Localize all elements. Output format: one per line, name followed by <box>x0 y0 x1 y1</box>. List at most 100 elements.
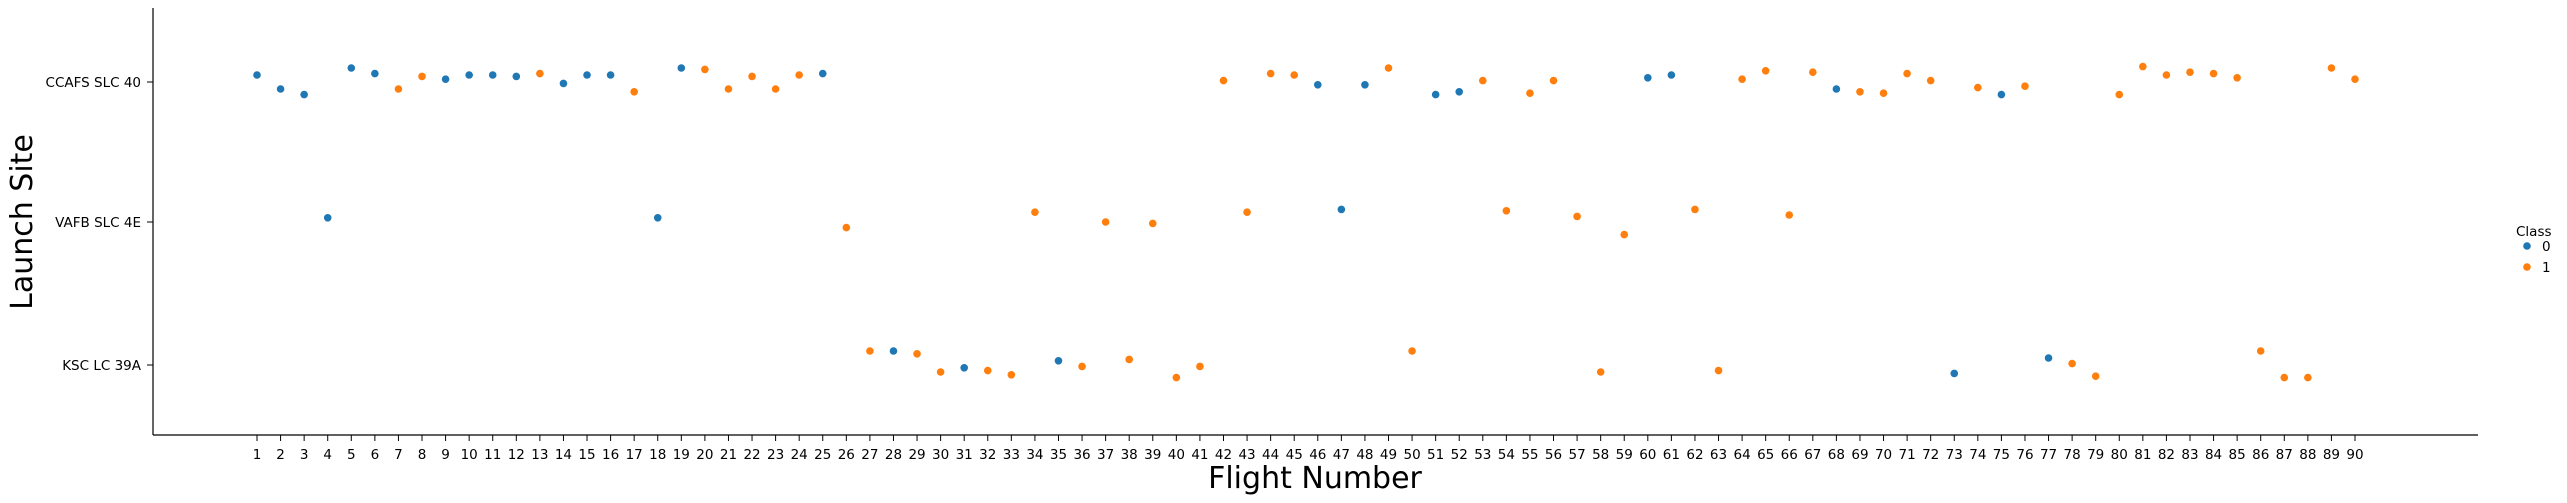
data-point-class-0 <box>1997 90 2006 99</box>
x-tick-label: 50 <box>1403 447 1420 463</box>
x-tick-label: 83 <box>2181 447 2198 463</box>
data-point-class-0 <box>677 64 686 72</box>
x-tick-label: 72 <box>1922 447 1939 463</box>
data-point-class-1 <box>1502 207 1511 215</box>
x-tick-label: 33 <box>1003 447 1020 463</box>
data-point-class-0 <box>2044 354 2053 362</box>
data-point-class-1 <box>1125 355 1134 364</box>
data-point-class-1 <box>2233 74 2241 82</box>
data-point-class-1 <box>2021 82 2029 90</box>
data-points <box>253 62 2359 382</box>
x-tick-label: 17 <box>626 447 643 463</box>
data-point-class-1 <box>1148 219 1157 228</box>
x-tick-label: 40 <box>1168 447 1185 463</box>
x-tick-label: 80 <box>2111 447 2128 463</box>
x-tick-label: 41 <box>1191 447 1208 463</box>
x-tick-label: 8 <box>418 447 427 463</box>
x-axis-label: Flight Number <box>1208 461 1422 496</box>
x-tick-label: 1 <box>253 447 262 463</box>
x-tick-label: 13 <box>531 447 548 463</box>
data-point-class-1 <box>1549 76 1558 85</box>
data-point-class-0 <box>253 71 261 79</box>
data-point-class-0 <box>323 214 332 222</box>
data-point-class-1 <box>983 366 992 375</box>
data-point-class-1 <box>1620 230 1629 239</box>
x-tick-label: 10 <box>461 447 478 463</box>
x-tick-label: 7 <box>394 447 403 463</box>
x-tick-label: 52 <box>1451 447 1468 463</box>
y-tick-label: CCAFS SLC 40 <box>46 75 141 91</box>
x-tick-label: 78 <box>2064 447 2081 463</box>
x-tick-label: 39 <box>1144 447 1161 463</box>
legend-marker-class-1 <box>2523 263 2531 271</box>
data-point-class-1 <box>1856 88 1864 96</box>
x-tick-label: 62 <box>1686 447 1703 463</box>
x-tick-label: 5 <box>347 447 356 463</box>
legend-label: 0 <box>2542 239 2551 255</box>
data-point-class-1 <box>1243 208 1251 216</box>
data-point-class-1 <box>2139 62 2147 71</box>
x-tick-label: 18 <box>649 447 666 463</box>
x-tick-label: 29 <box>908 447 925 463</box>
data-point-class-1 <box>1290 71 1299 79</box>
x-tick-label: 37 <box>1097 447 1114 463</box>
data-point-class-1 <box>1172 373 1181 382</box>
data-point-class-0 <box>606 71 615 79</box>
data-point-class-1 <box>842 223 851 232</box>
x-tick-label: 59 <box>1616 447 1633 463</box>
data-point-class-1 <box>536 69 544 78</box>
data-point-class-1 <box>2091 372 2100 381</box>
data-point-class-1 <box>913 350 921 358</box>
x-tick-label: 12 <box>508 447 525 463</box>
x-tick-label: 66 <box>1781 447 1798 463</box>
x-tick-label: 82 <box>2158 447 2175 463</box>
y-ticks: CCAFS SLC 40 VAFB SLC 4E KSC LC 39A <box>46 75 153 374</box>
x-tick-label: 16 <box>602 447 619 463</box>
x-tick-label: 4 <box>323 447 332 463</box>
data-point-class-1 <box>1573 212 1581 221</box>
x-tick-label: 24 <box>791 447 808 463</box>
data-point-class-0 <box>347 64 356 72</box>
x-tick-label: 45 <box>1286 447 1303 463</box>
data-point-class-1 <box>2115 90 2124 99</box>
data-point-class-0 <box>276 85 285 93</box>
x-tick-label: 32 <box>979 447 996 463</box>
data-point-class-1 <box>418 72 426 81</box>
data-point-class-0 <box>1667 71 1676 79</box>
x-tick-label: 11 <box>484 447 501 463</box>
data-point-class-1 <box>1761 67 1770 75</box>
data-point-class-1 <box>1809 68 1817 76</box>
data-point-class-1 <box>1596 368 1605 376</box>
data-point-class-1 <box>1196 362 1204 371</box>
x-tick-label: 35 <box>1050 447 1067 463</box>
data-point-class-0 <box>1313 81 1322 89</box>
x-tick-label: 23 <box>767 447 784 463</box>
data-point-class-1 <box>866 347 874 355</box>
data-point-class-0 <box>960 364 968 372</box>
x-tick-label: 71 <box>1899 447 1916 463</box>
x-tick-label: 22 <box>743 447 760 463</box>
y-tick-label: VAFB SLC 4E <box>55 215 141 231</box>
data-point-class-1 <box>1691 205 1699 214</box>
x-tick-label: 74 <box>1969 447 1986 463</box>
data-point-class-1 <box>1478 76 1487 85</box>
x-tick-label: 85 <box>2229 447 2246 463</box>
data-point-class-1 <box>936 368 945 376</box>
data-point-class-1 <box>1101 218 1110 226</box>
x-tick-label: 70 <box>1875 447 1892 463</box>
data-point-class-1 <box>2162 71 2171 79</box>
data-point-class-0 <box>583 71 591 79</box>
data-point-class-1 <box>1031 208 1039 216</box>
x-tick-label: 14 <box>555 447 572 463</box>
data-point-class-1 <box>2304 373 2312 382</box>
data-point-class-1 <box>1738 75 1746 83</box>
data-point-class-1 <box>2280 373 2289 382</box>
x-tick-label: 28 <box>885 447 902 463</box>
x-tick-label: 26 <box>838 447 855 463</box>
x-tick-label: 48 <box>1356 447 1373 463</box>
x-tick-label: 55 <box>1521 447 1538 463</box>
y-axis-label: Launch Site <box>5 134 40 310</box>
x-tick-label: 69 <box>1851 447 1868 463</box>
data-point-class-1 <box>394 85 403 93</box>
data-point-class-1 <box>1714 366 1723 375</box>
